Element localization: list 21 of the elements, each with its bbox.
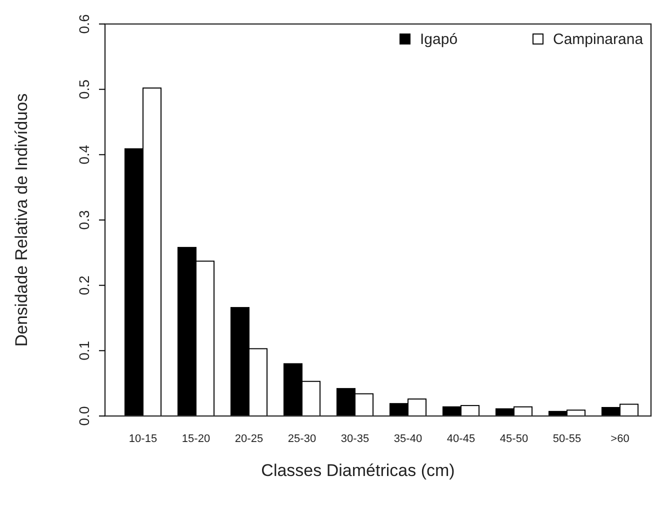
x-tick-label: 30-35 <box>340 433 370 445</box>
y-tick-label: 0.0 <box>76 406 92 426</box>
y-tick-label: 0.2 <box>76 275 92 296</box>
x-tick-label: 15-20 <box>182 433 210 445</box>
y-tick-label: 0.1 <box>76 340 92 360</box>
y-tick-label: 0.6 <box>76 14 92 34</box>
x-tick-label: 40-45 <box>446 433 476 445</box>
x-tick-label: 25-30 <box>288 433 316 445</box>
x-tick-label: 50-55 <box>552 433 582 445</box>
legend-label: Igapó <box>420 31 458 48</box>
y-tick-label: 0.4 <box>76 144 92 164</box>
y-axis-title: Densidade Relativa de Indivíduos <box>12 93 31 347</box>
y-tick-label: 0.3 <box>76 210 92 230</box>
x-tick-label: 45-50 <box>500 433 528 445</box>
x-tick-label: 35-40 <box>394 433 422 445</box>
x-tick-label: 20-25 <box>234 433 264 445</box>
x-tick-label: 10-15 <box>128 433 158 445</box>
x-axis-title: Classes Diamétricas (cm) <box>261 461 455 480</box>
legend-label: Campinarana <box>553 31 644 48</box>
x-tick-label: >60 <box>610 433 630 445</box>
y-tick-label: 0.5 <box>76 79 92 100</box>
